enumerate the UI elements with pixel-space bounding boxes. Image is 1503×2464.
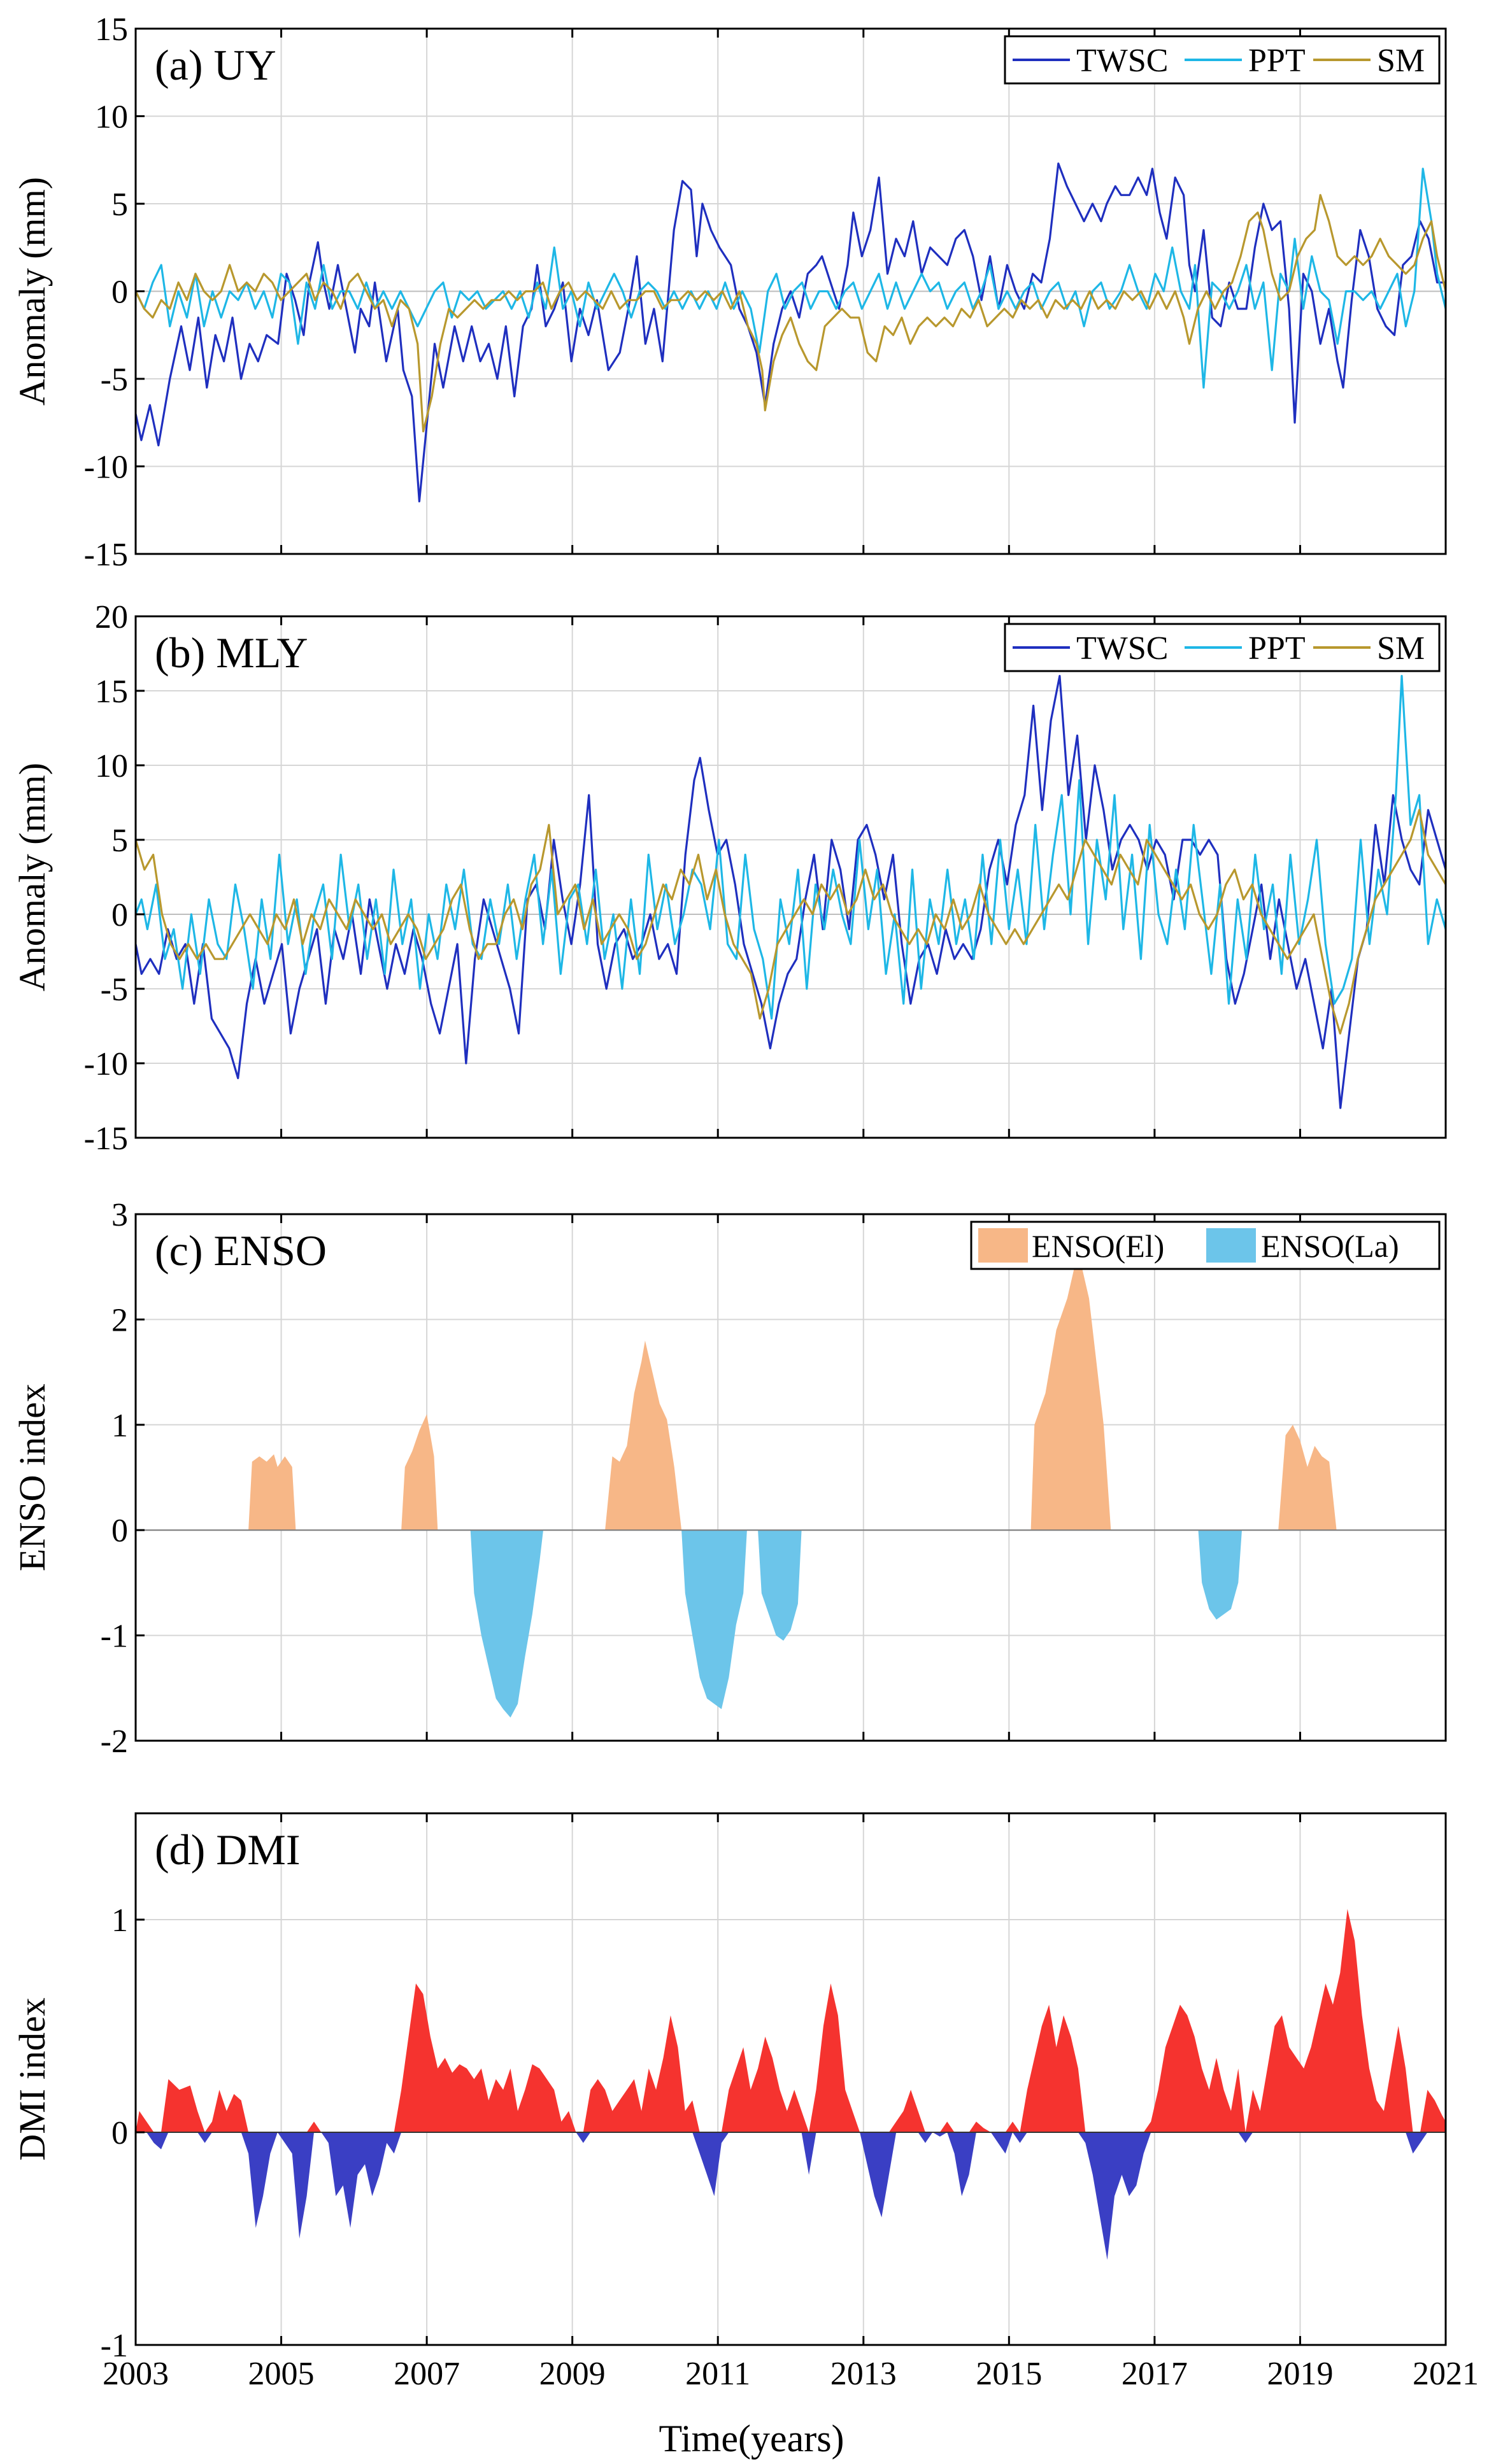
panel-label-c: (c) ENSO	[155, 1226, 327, 1275]
y-tick-label: 10	[95, 99, 128, 136]
panel-a: -15 -10 -5 0 5 10 15 (a) UY Anomaly (mm) TWSC PPT S…	[11, 11, 1447, 573]
enso-el-area	[401, 1414, 438, 1531]
y-tick-label: -10	[84, 450, 128, 486]
y-axis-label-c: ENSO index	[11, 1384, 53, 1571]
series-twsc-a	[136, 162, 1446, 503]
y-tick-label: -15	[84, 537, 128, 573]
panel-c: -2 -1 0 1 2 3 (c) ENSO ENSO index ENSO(El) ENSO(L…	[11, 1197, 1447, 1760]
legend-label-sm: SM	[1377, 43, 1425, 79]
legend-box	[970, 1221, 1441, 1270]
series-sm-a	[136, 194, 1446, 433]
enso-el-area	[248, 1454, 296, 1531]
enso-la-area	[1198, 1530, 1242, 1620]
legend-label-enso-el: ENSO(El)	[1032, 1228, 1164, 1264]
y-tick-label: 0	[111, 897, 128, 933]
legend-a: TWSC PPT SM	[1004, 35, 1441, 85]
x-tick-label: 2003	[103, 2356, 169, 2392]
legend-label-ppt: PPT	[1248, 630, 1306, 667]
x-tick-label: 2011	[685, 2356, 750, 2392]
panel-label-d: (d) DMI	[155, 1825, 301, 1874]
y-tick-label: 5	[111, 823, 128, 859]
dmi-negative-area	[136, 2132, 1446, 2260]
y-tick-label: -1	[101, 2328, 128, 2364]
x-tick-label: 2021	[1413, 2356, 1479, 2392]
plot-area	[136, 1909, 1446, 2260]
legend-label-twsc: TWSC	[1076, 43, 1168, 79]
x-axis-label: Time(years)	[659, 2418, 844, 2460]
legend-c: ENSO(El) ENSO(La)	[970, 1221, 1441, 1270]
y-tick-label: 15	[95, 11, 128, 48]
y-tick-label: 20	[95, 599, 128, 635]
panel-b: -15 -10 -5 0 5 10 15 20 (b) MLY Anomaly (mm) TWSC P…	[11, 599, 1447, 1157]
dmi-positive-area	[136, 1909, 1446, 2132]
enso-la-area	[758, 1530, 802, 1641]
series-twsc-b	[136, 675, 1446, 1109]
y-tick-label: -5	[101, 972, 128, 1008]
y-tick-label: -2	[101, 1724, 128, 1760]
enso-la-area	[470, 1530, 543, 1718]
x-tick-label: 2015	[976, 2356, 1042, 2392]
y-tick-label: 5	[111, 187, 128, 223]
y-tick-label: 0	[111, 2115, 128, 2151]
y-tick-label: 1	[111, 1902, 128, 1939]
enso-la-area	[681, 1530, 747, 1710]
x-tick-label: 2007	[394, 2356, 460, 2392]
y-tick-label: -10	[84, 1046, 128, 1082]
y-axis-label-d: DMI index	[11, 1997, 53, 2160]
y-tick-label: -5	[101, 362, 128, 398]
y-tick-label: -1	[101, 1618, 128, 1655]
y-tick-label: 1	[111, 1408, 128, 1444]
axes-frame	[134, 615, 1447, 1139]
axes-frame	[134, 1213, 1447, 1742]
series-ppt-a	[136, 167, 1446, 389]
legend-swatch-enso-la	[1206, 1228, 1256, 1263]
plot-area	[136, 162, 1446, 503]
y-tick-label: 15	[95, 674, 128, 710]
series-ppt-b	[136, 675, 1446, 1020]
y-tick-label: 0	[111, 1513, 128, 1549]
legend-label-ppt: PPT	[1248, 43, 1306, 79]
y-axis-label-a: Anomaly (mm)	[11, 177, 53, 406]
panel-label-b: (b) MLY	[155, 628, 308, 677]
x-tick-label: 2005	[248, 2356, 315, 2392]
axes-frame	[134, 1812, 1447, 2346]
x-tick-label: 2013	[830, 2356, 897, 2392]
y-tick-label: -15	[84, 1121, 128, 1157]
enso-el-area	[605, 1340, 682, 1531]
plot-area	[136, 675, 1446, 1109]
plot-area	[136, 1266, 1446, 1718]
panel-d: -1 0 1 2003 2005 2007 2009 2011 2013 2015 2017 2019…	[11, 1812, 1479, 2392]
y-tick-label: 2	[111, 1302, 128, 1338]
panel-label-a: (a) UY	[155, 41, 276, 89]
x-tick-label: 2009	[539, 2356, 606, 2392]
legend-label-twsc: TWSC	[1076, 630, 1168, 667]
y-tick-label: 0	[111, 274, 128, 311]
legend-label-enso-la: ENSO(La)	[1261, 1228, 1399, 1264]
enso-el-area	[1278, 1424, 1337, 1531]
y-tick-label: 10	[95, 748, 128, 784]
y-tick-label: 3	[111, 1197, 128, 1233]
y-axis-label-b: Anomaly (mm)	[11, 763, 53, 991]
legend-label-sm: SM	[1377, 630, 1425, 667]
enso-el-area	[1030, 1266, 1111, 1531]
legend-swatch-enso-el	[978, 1228, 1028, 1263]
x-tick-label: 2019	[1267, 2356, 1333, 2392]
x-tick-label: 2017	[1122, 2356, 1188, 2392]
legend-b: TWSC PPT SM	[1004, 623, 1441, 672]
series-sm-b	[136, 809, 1446, 1035]
